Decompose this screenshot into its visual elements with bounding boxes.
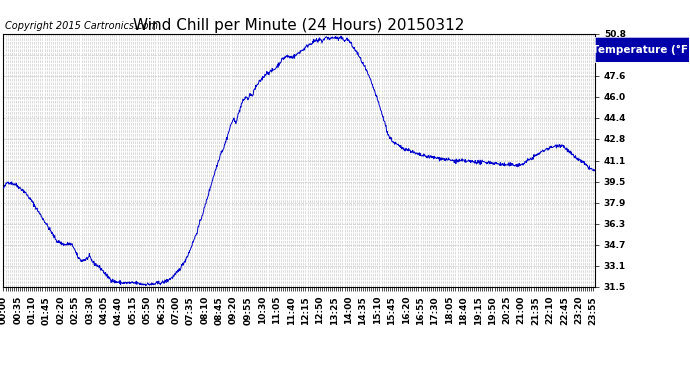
Text: Temperature (°F): Temperature (°F) <box>591 45 690 55</box>
Text: Copyright 2015 Cartronics.com: Copyright 2015 Cartronics.com <box>5 21 157 31</box>
Title: Wind Chill per Minute (24 Hours) 20150312: Wind Chill per Minute (24 Hours) 2015031… <box>133 18 465 33</box>
